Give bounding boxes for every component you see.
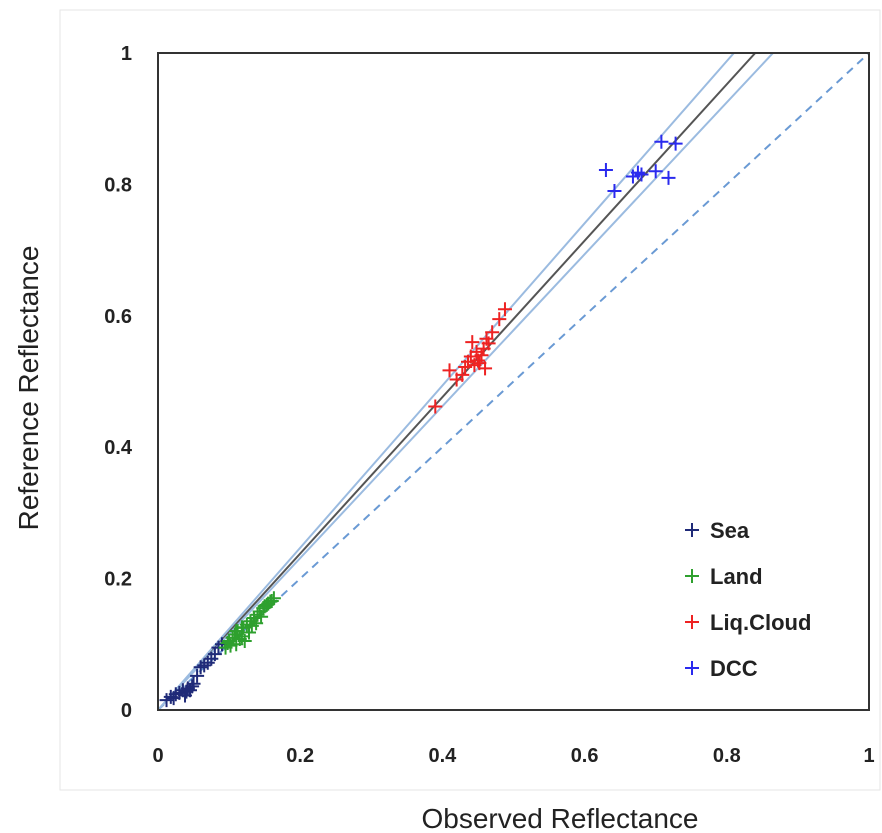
point-land xyxy=(264,593,279,608)
data-markers xyxy=(159,134,683,708)
point-dcc xyxy=(630,165,645,180)
legend-marker-liq-cloud xyxy=(685,615,699,629)
point-land xyxy=(237,634,252,649)
legend-label-land: Land xyxy=(710,564,763,589)
point-land xyxy=(254,609,269,624)
line-lower-bound xyxy=(158,53,774,710)
y-tick-label: 0.2 xyxy=(104,569,132,591)
point-land xyxy=(242,625,257,640)
point-dcc xyxy=(598,162,613,177)
legend-marker-land xyxy=(685,569,699,583)
x-tick-label: 0 xyxy=(152,745,163,767)
point-liq-cloud xyxy=(478,361,493,376)
x-tick-label: 0.6 xyxy=(571,745,599,767)
point-liq-cloud xyxy=(428,399,443,414)
point-dcc xyxy=(654,134,669,149)
point-liq-cloud xyxy=(474,348,489,363)
point-liq-cloud xyxy=(485,325,500,340)
point-land xyxy=(266,591,281,606)
y-tick-label: 0.8 xyxy=(104,174,132,196)
legend-label-sea: Sea xyxy=(710,518,750,543)
point-liq-cloud xyxy=(465,335,480,350)
point-dcc xyxy=(648,164,663,179)
y-axis-ticks: 0 0.2 0.4 0.6 0.8 1 xyxy=(104,43,133,722)
x-tick-label: 0.8 xyxy=(713,745,741,767)
point-liq-cloud xyxy=(455,367,470,382)
legend-marker-dcc xyxy=(685,661,699,675)
point-land xyxy=(250,607,265,622)
x-axis-ticks: 0 0.2 0.4 0.6 0.8 1 xyxy=(152,745,874,767)
point-sea xyxy=(168,687,183,702)
y-axis-title: Reference Reflectance xyxy=(13,246,44,531)
legend: Sea Land Liq.Cloud DCC xyxy=(685,518,811,681)
x-tick-label: 0.4 xyxy=(428,745,457,767)
y-tick-label: 0.6 xyxy=(104,306,132,328)
x-axis-title: Observed Reflectance xyxy=(421,803,698,833)
point-sea xyxy=(172,685,187,700)
point-liq-cloud xyxy=(442,363,457,378)
y-tick-label: 0.4 xyxy=(104,437,133,459)
point-liq-cloud xyxy=(497,302,512,317)
point-land xyxy=(234,620,249,635)
point-sea xyxy=(185,679,200,694)
line-upper-bound xyxy=(158,53,735,710)
chart-area-border xyxy=(59,9,881,791)
point-dcc xyxy=(634,167,649,182)
y-tick-label: 1 xyxy=(121,43,132,65)
point-dcc xyxy=(661,170,676,185)
point-liq-cloud xyxy=(492,312,507,327)
legend-label-liq-cloud: Liq.Cloud xyxy=(710,610,811,635)
x-tick-label: 1 xyxy=(863,745,874,767)
point-sea xyxy=(214,637,229,652)
plot-area-frame xyxy=(157,52,870,711)
legend-marker-sea xyxy=(685,523,699,537)
point-sea xyxy=(186,676,201,691)
point-liq-cloud xyxy=(481,336,496,351)
point-sea xyxy=(190,668,205,683)
point-sea xyxy=(193,660,208,675)
point-dcc xyxy=(607,183,622,198)
point-dcc xyxy=(668,136,683,151)
legend-label-dcc: DCC xyxy=(710,656,758,681)
point-sea xyxy=(197,658,212,673)
point-land xyxy=(223,638,238,653)
x-tick-label: 0.2 xyxy=(286,745,314,767)
y-tick-label: 0 xyxy=(121,700,132,722)
point-sea xyxy=(207,647,222,662)
